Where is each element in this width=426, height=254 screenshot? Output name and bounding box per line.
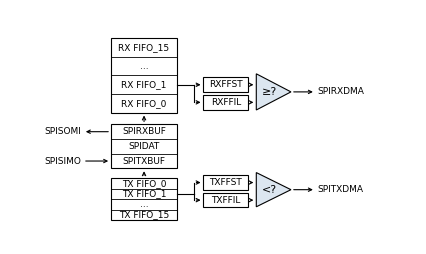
Text: TX FIFO_1: TX FIFO_1 [122,189,166,198]
Text: RXFFST: RXFFST [209,80,242,89]
Bar [204,77,248,92]
Polygon shape [256,74,291,110]
Bar [111,124,177,168]
Bar [204,193,248,208]
Text: <?: <? [262,185,277,195]
Text: SPIDAT: SPIDAT [128,142,160,151]
Text: RX FIFO_0: RX FIFO_0 [121,99,167,108]
Text: ...: ... [140,200,148,209]
Bar [204,95,248,110]
Bar [204,175,248,190]
Text: SPISOMI: SPISOMI [44,127,81,136]
Text: SPITXDMA: SPITXDMA [317,185,363,194]
Bar [111,178,177,220]
Text: TX FIFO_0: TX FIFO_0 [122,179,166,188]
Text: RX FIFO_1: RX FIFO_1 [121,80,167,89]
Text: ≥?: ≥? [262,87,277,97]
Text: RX FIFO_15: RX FIFO_15 [118,43,170,52]
Text: TXFFST: TXFFST [209,178,242,187]
Polygon shape [256,172,291,207]
Text: SPIRXBUF: SPIRXBUF [122,127,166,136]
Bar [111,38,177,113]
Text: RXFFIL: RXFFIL [210,98,241,107]
Text: SPISIMO: SPISIMO [44,156,81,166]
Text: TXFFIL: TXFFIL [211,196,240,205]
Text: SPIRXDMA: SPIRXDMA [317,87,364,96]
Text: SPITXBUF: SPITXBUF [123,156,166,166]
Text: ...: ... [140,62,148,71]
Text: TX FIFO_15: TX FIFO_15 [119,210,169,219]
